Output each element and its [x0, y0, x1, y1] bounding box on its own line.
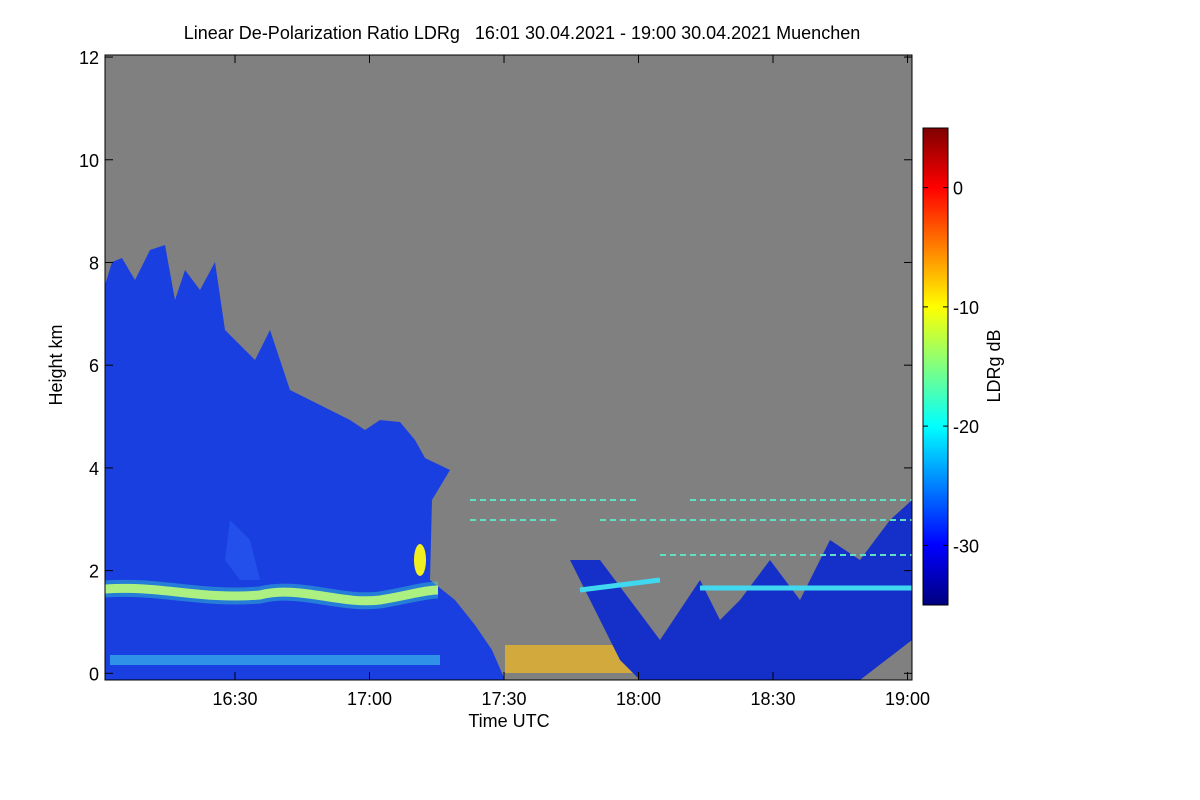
x-axis-label: Time UTC	[468, 711, 549, 731]
y-axis-label: Height km	[46, 324, 66, 405]
x-tick-label: 18:30	[750, 689, 795, 709]
y-tick-label: 0	[89, 664, 99, 684]
lidar-field	[105, 245, 912, 680]
layer-halo	[105, 579, 439, 610]
x-tick-label: 18:00	[616, 689, 661, 709]
y-tick-label: 6	[89, 356, 99, 376]
x-tick-label: 16:30	[212, 689, 257, 709]
chart-title: Linear De-Polarization Ratio LDRg 16:01 …	[184, 23, 860, 43]
cloud-spot	[414, 544, 426, 576]
aerosol-region	[105, 245, 505, 680]
y-tick-label: 4	[89, 459, 99, 479]
thin-layers	[470, 499, 912, 556]
colorbar-tick-label: -20	[953, 417, 979, 437]
fall-streaks	[570, 500, 912, 680]
y-tick-label: 12	[79, 48, 99, 68]
colorbar-label: LDRg dB	[984, 329, 1004, 402]
colorbar-tick-label: -30	[953, 536, 979, 556]
y-tick-label: 2	[89, 562, 99, 582]
x-tick-label: 17:30	[481, 689, 526, 709]
colorbar-tick-label: -10	[953, 298, 979, 318]
y-tick-label: 10	[79, 151, 99, 171]
x-tick-label: 17:00	[347, 689, 392, 709]
aerosol-plume	[225, 520, 260, 580]
colorbar-tick-label: 0	[953, 179, 963, 199]
plot-frame	[104, 54, 913, 681]
colorbar	[922, 127, 949, 606]
x-tick-label: 19:00	[885, 689, 930, 709]
layer-band	[105, 583, 439, 606]
cloud-band	[579, 577, 912, 593]
y-tick-label: 8	[89, 253, 99, 273]
